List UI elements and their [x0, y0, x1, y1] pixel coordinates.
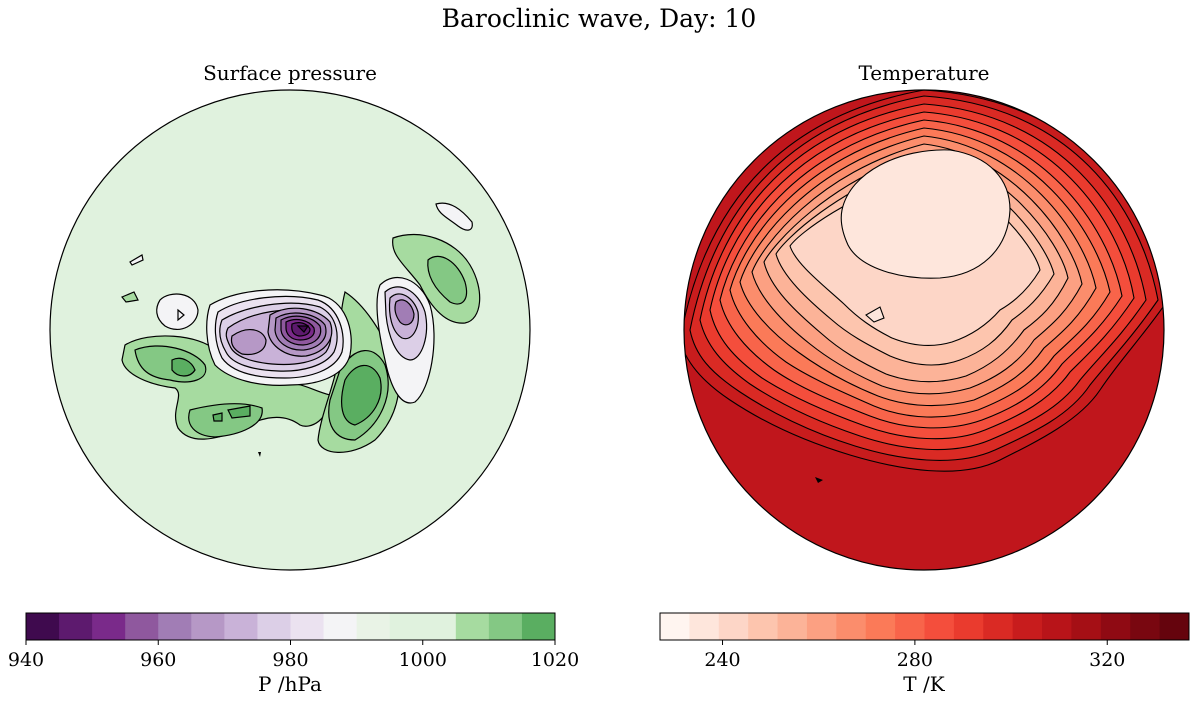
- pressure-panel-title: Surface pressure: [203, 61, 377, 85]
- pressure-contour: [227, 405, 251, 419]
- colorbar-swatch: [224, 613, 258, 640]
- colorbar-swatch: [191, 613, 225, 640]
- pressure-contour: [171, 357, 196, 377]
- pressure-contour: [394, 299, 415, 326]
- colorbar-swatch: [356, 613, 391, 640]
- temperature-colorbar: 240 280 320: [659, 612, 1190, 671]
- pressure-contour: [230, 329, 267, 356]
- colorbar-swatch: [1100, 613, 1131, 640]
- temperature-panel-title: Temperature: [858, 61, 990, 85]
- colorbar-swatch: [422, 613, 457, 640]
- colorbar-tick-label: 320: [1089, 649, 1125, 671]
- colorbar-frame: [659, 612, 1190, 641]
- colorbar-swatch: [389, 613, 424, 640]
- colorbar-tick-label: 1000: [399, 649, 447, 671]
- temperature-contour: [865, 306, 885, 323]
- colorbar-swatch: [1130, 613, 1161, 640]
- pressure-contour: [121, 291, 139, 303]
- colorbar-swatch: [718, 613, 749, 640]
- temperature-colorbar-label: T /K: [903, 672, 945, 696]
- temperature-map-outline: [683, 89, 1165, 571]
- pressure-map-outline: [49, 89, 531, 571]
- colorbar-swatch: [323, 613, 358, 640]
- temperature-contour: [815, 477, 823, 483]
- pressure-contour: [296, 325, 310, 333]
- colorbar-tick-label: 280: [897, 649, 933, 671]
- colorbar-swatch: [983, 613, 1014, 640]
- colorbar-swatch: [953, 613, 984, 640]
- pressure-contour: [341, 364, 382, 426]
- colorbar-swatch: [257, 613, 291, 640]
- colorbar-swatch: [488, 613, 523, 640]
- colorbar-swatch: [1159, 613, 1190, 640]
- pressure-contour: [258, 452, 261, 457]
- colorbar-tick-label: 1020: [531, 649, 579, 671]
- figure-title: Baroclinic wave, Day: 10: [441, 4, 757, 33]
- colorbar-swatch: [1012, 613, 1043, 640]
- pressure-contour: [177, 308, 185, 322]
- pressure-colorbar: 940 960 980 1000 1020: [8, 612, 579, 671]
- colorbar-tick-label: 240: [704, 649, 740, 671]
- pressure-contour: [427, 255, 468, 305]
- colorbar-swatch: [660, 613, 690, 640]
- colorbar-swatch: [865, 613, 896, 640]
- colorbar-swatch: [895, 613, 925, 640]
- pressure-contour: [212, 412, 223, 422]
- colorbar-swatch: [806, 613, 837, 640]
- colorbar-swatch: [777, 613, 808, 640]
- pressure-contour: [156, 293, 199, 331]
- pressure-colorbar-label: P /hPa: [258, 672, 322, 696]
- colorbar-tick-label: 940: [8, 649, 44, 671]
- pressure-contour: [435, 202, 473, 231]
- colorbar-swatch: [455, 613, 490, 640]
- temperature-contour: [840, 149, 1011, 279]
- colorbar-tick-label: 980: [272, 649, 308, 671]
- colorbar-swatch: [158, 613, 192, 640]
- colorbar-swatch: [689, 613, 720, 640]
- colorbar-swatch: [521, 613, 556, 640]
- colorbar-swatch: [1071, 613, 1102, 640]
- temperature-map: [684, 90, 1164, 570]
- colorbar-tick-label: 960: [140, 649, 176, 671]
- colorbar-swatch: [748, 613, 779, 640]
- colorbar-swatch: [26, 613, 60, 640]
- colorbar-swatch: [92, 613, 126, 640]
- colorbar-swatch: [924, 613, 955, 640]
- colorbar-swatch: [836, 613, 867, 640]
- pressure-map: [50, 90, 530, 570]
- colorbar-swatch: [125, 613, 159, 640]
- pressure-contour: [129, 254, 144, 266]
- colorbar-swatch: [1042, 613, 1072, 640]
- colorbar-swatch: [290, 613, 325, 640]
- colorbar-swatch: [59, 613, 93, 640]
